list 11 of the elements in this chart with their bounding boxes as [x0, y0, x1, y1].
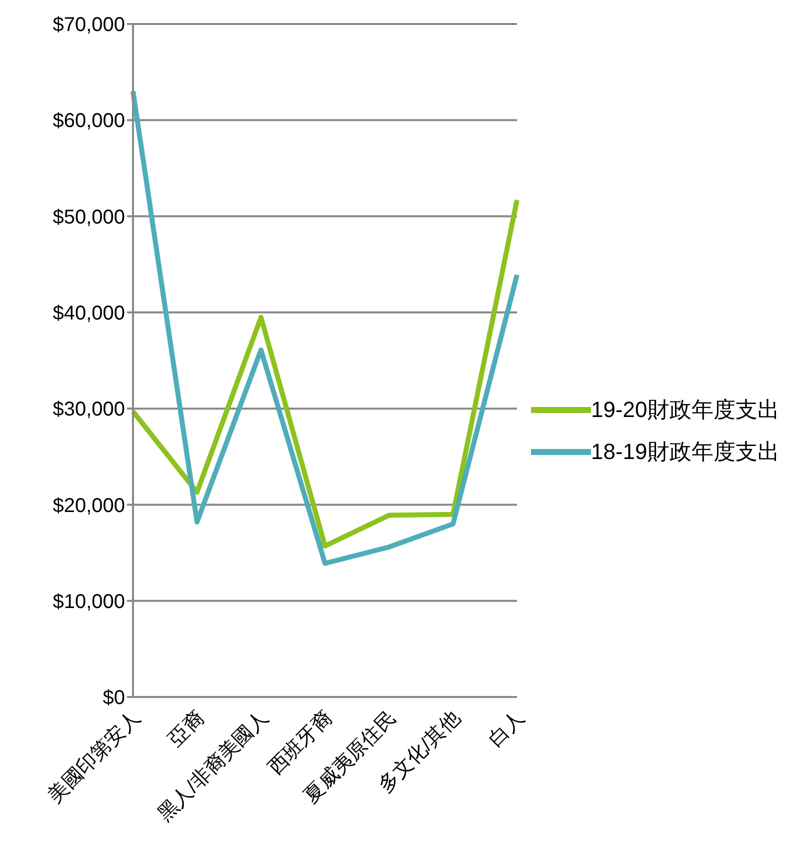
- x-tick-label: 白人: [484, 706, 529, 751]
- y-tick-label: $40,000: [52, 302, 125, 325]
- x-tick-label: 亞裔: [164, 706, 209, 751]
- y-tick-label: $10,000: [52, 590, 125, 613]
- y-tick-label: $70,000: [52, 14, 125, 36]
- legend-label: 18-19財政年度支出: [591, 438, 780, 466]
- y-tick-label: $30,000: [52, 398, 125, 421]
- y-tick-label: $20,000: [52, 494, 125, 517]
- legend-label: 19-20財政年度支出: [591, 396, 780, 424]
- y-tick-label: $50,000: [52, 206, 125, 228]
- y-tick-label: $60,000: [52, 110, 125, 132]
